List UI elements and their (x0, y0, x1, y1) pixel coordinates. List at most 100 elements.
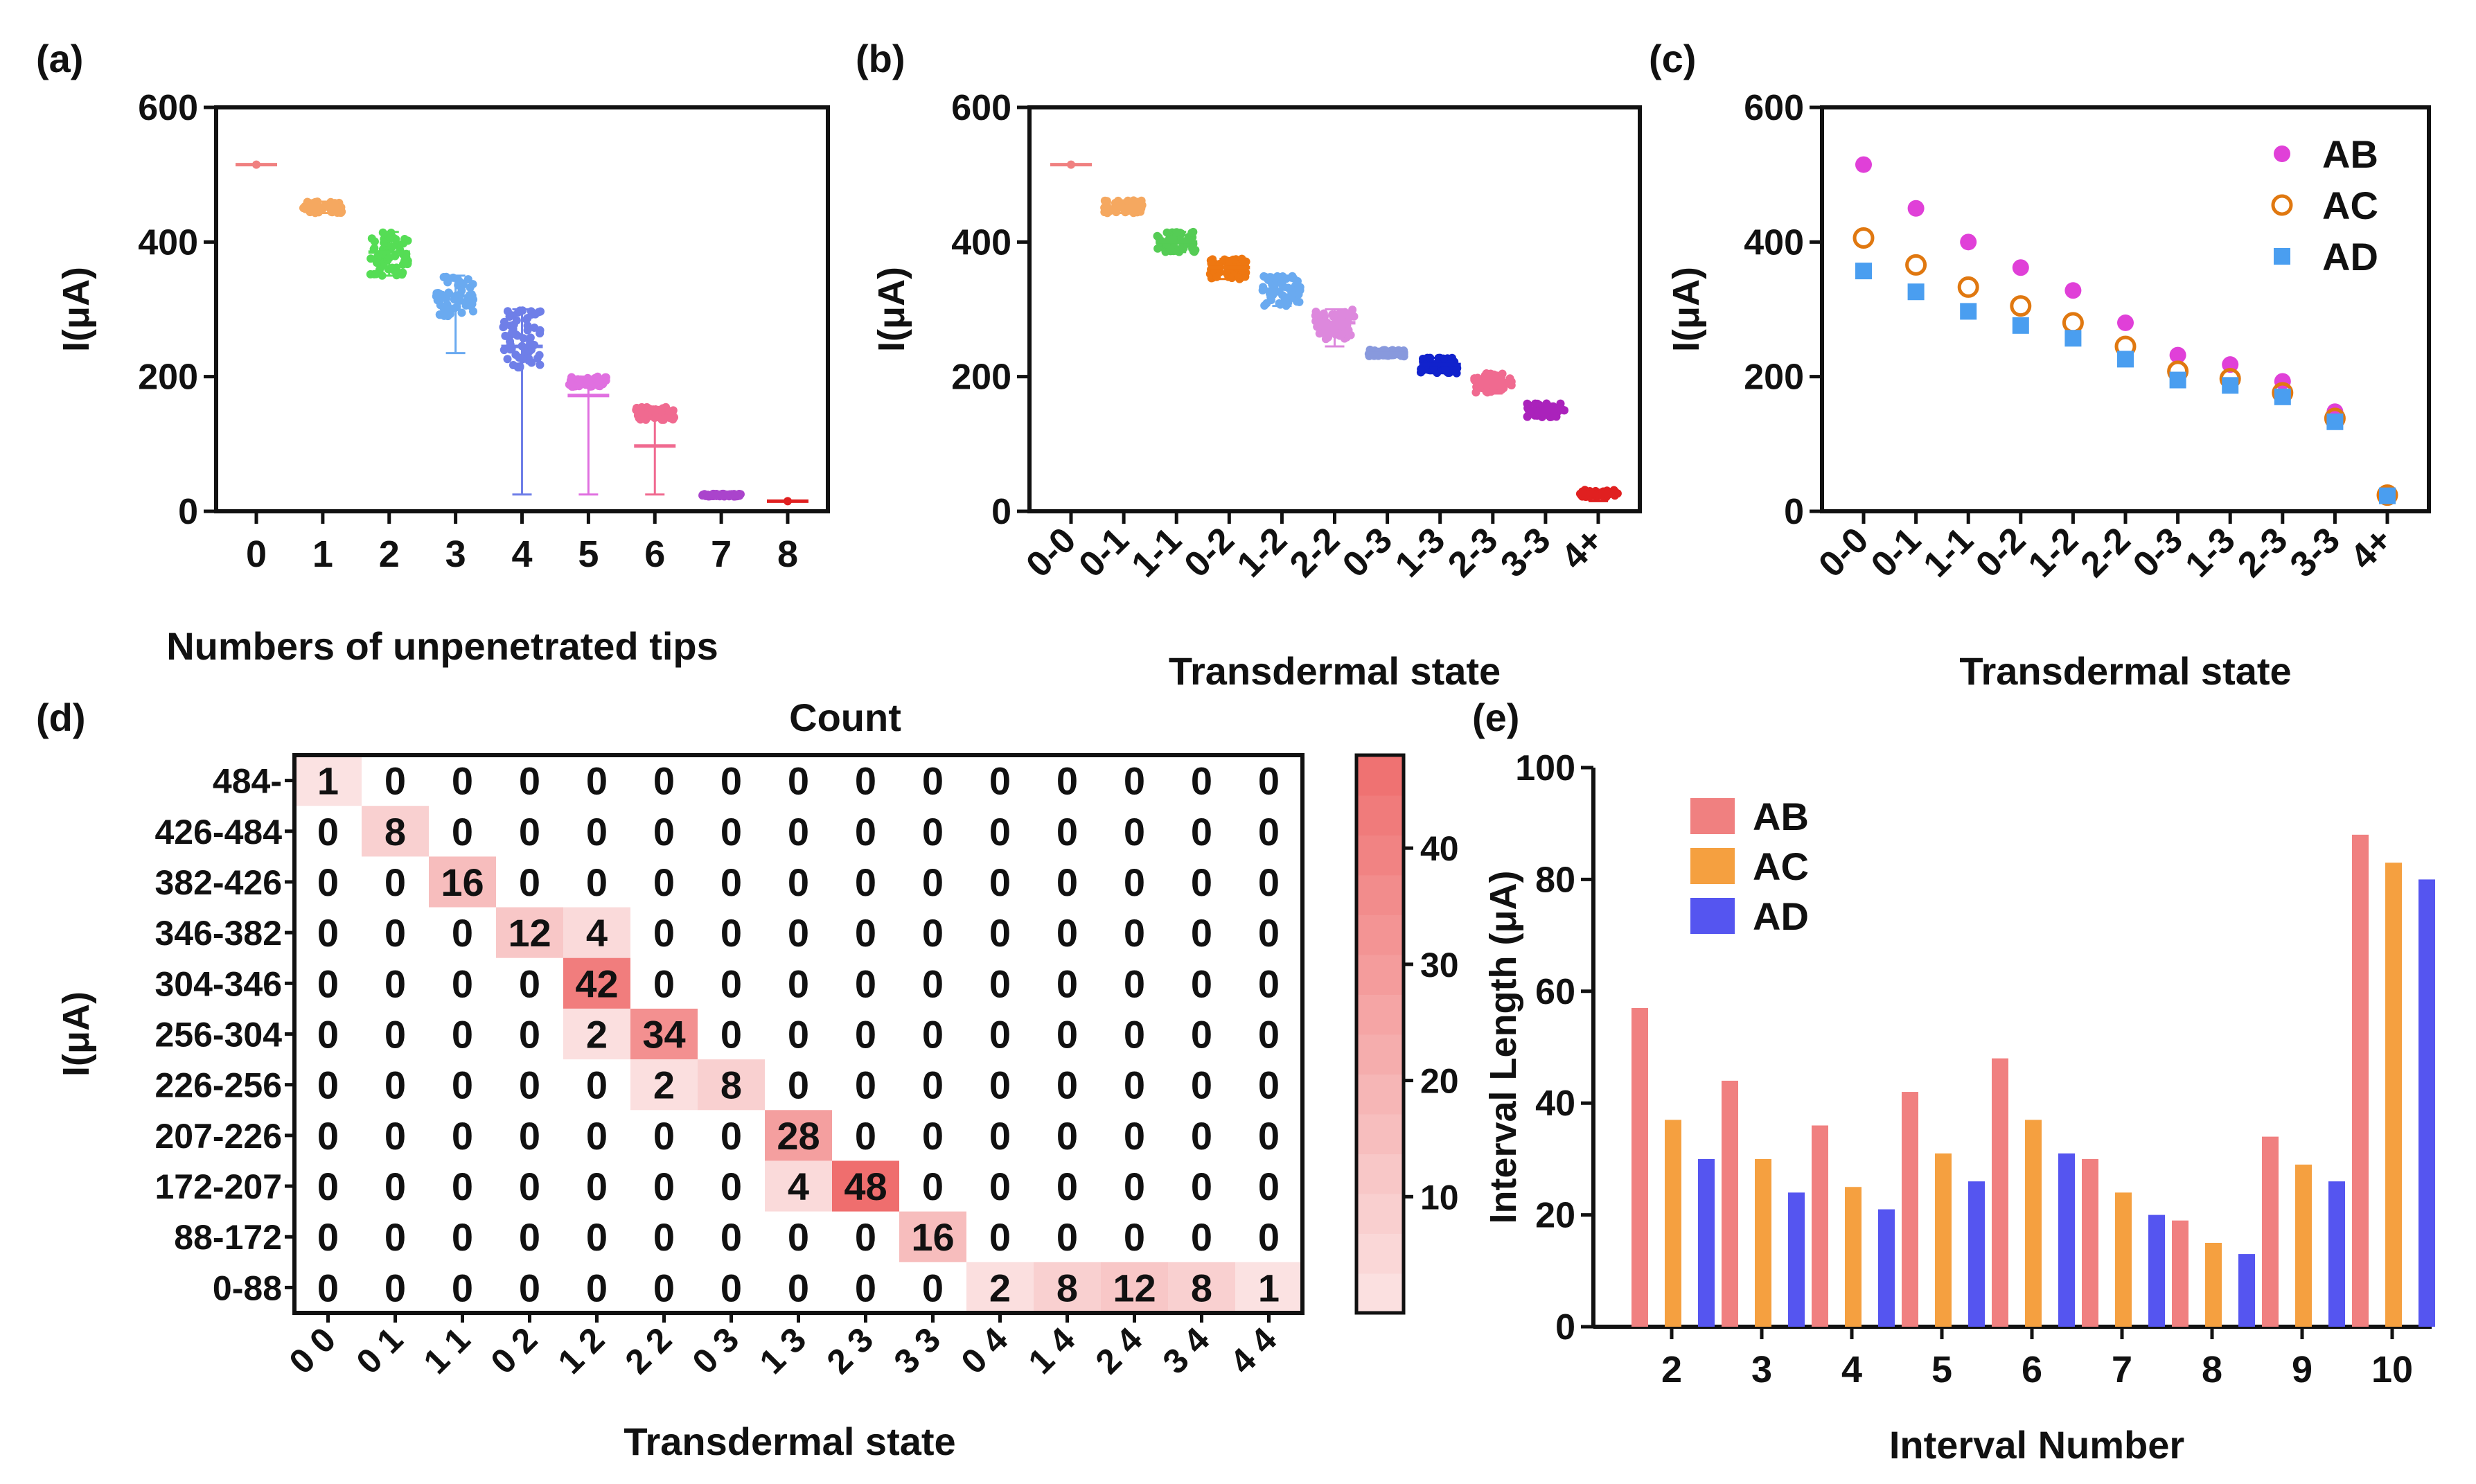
heatmap-value: 0 (922, 962, 944, 1005)
heatmap-value: 0 (989, 911, 1011, 955)
heatmap-value: 0 (720, 810, 742, 854)
marker-ab (2274, 145, 2290, 162)
data-point (1481, 373, 1490, 382)
marker-ad (1960, 303, 1977, 320)
legend-swatch (1690, 848, 1735, 884)
x-tick-label: 6 (644, 533, 665, 575)
x-tick-label: 3 4 (1156, 1320, 1217, 1381)
heatmap-cell (698, 1059, 765, 1111)
marker-ad (1907, 283, 1925, 301)
data-group-2 (366, 228, 412, 280)
data-point (521, 348, 530, 357)
heatmap-value: 0 (1258, 962, 1280, 1005)
colorbar-tick-label: 10 (1420, 1178, 1459, 1217)
data-point (1224, 257, 1233, 266)
panel-label: (b) (856, 37, 905, 80)
heatmap-value: 0 (317, 810, 339, 854)
data-point (1328, 310, 1337, 319)
heatmap-value: 0 (519, 1114, 540, 1158)
data-point (1313, 322, 1322, 331)
legend: AB AC AD (2271, 132, 2378, 279)
data-group-4 (499, 306, 545, 496)
series-AB (1855, 156, 2396, 503)
marker-ad (2379, 487, 2396, 504)
heatmap-value: 0 (317, 1013, 339, 1057)
heatmap-value: 0 (989, 1215, 1011, 1259)
data-point (1266, 289, 1275, 298)
x-tick-label: 2-3 (2230, 520, 2295, 585)
heatmap-value: 0 (989, 1013, 1011, 1057)
heatmap-value: 0 (1056, 1013, 1078, 1057)
x-tick-label: 1 2 (551, 1320, 612, 1381)
x-tick-label: 0-0 (1811, 520, 1876, 585)
y-tick-label: 207-226 (155, 1117, 283, 1156)
heatmap-value: 0 (922, 1063, 944, 1107)
bar-ad (2328, 1181, 2345, 1327)
heatmap-value: 0 (720, 759, 742, 803)
y-tick-label: 60 (1535, 972, 1575, 1012)
heatmap-value: 4 (586, 911, 608, 955)
heatmap-value: 0 (1258, 1114, 1280, 1158)
heatmap-value: 0 (384, 1165, 406, 1208)
heatmap-value: 0 (586, 1215, 608, 1259)
heatmap-cell (1101, 1262, 1168, 1313)
data-point (1321, 324, 1330, 333)
heatmap-value: 0 (1258, 1063, 1280, 1107)
y-tick-label: 172-207 (155, 1167, 283, 1206)
heatmap-value: 0 (788, 911, 809, 955)
data-point (506, 337, 515, 346)
data-group-8 (767, 497, 808, 506)
heatmap-value: 0 (586, 1114, 608, 1158)
heatmap-value: 0 (1258, 1165, 1280, 1208)
heatmap-value: 0 (922, 1013, 944, 1057)
heatmap-value: 8 (384, 810, 406, 854)
data-point (669, 406, 678, 415)
x-axis-title: Transdermal state (1959, 649, 2291, 693)
y-tick-label: 400 (1744, 222, 1804, 263)
data-point (1472, 382, 1481, 391)
heatmap-value: 0 (788, 1063, 809, 1107)
heatmap-value: 0 (586, 860, 608, 904)
heatmap-value: 0 (452, 962, 473, 1005)
heatmap-value: 0 (317, 1266, 339, 1309)
data-point (1417, 365, 1426, 374)
bar-ab (1992, 1058, 2008, 1327)
data-point (583, 377, 592, 386)
bar-ad (2238, 1254, 2255, 1327)
x-tick-label: 0-1 (1864, 520, 1929, 585)
marker-ac (2010, 295, 2032, 317)
marker-ac (1905, 254, 1927, 276)
heatmap-value: 0 (788, 1013, 809, 1057)
y-axis-title: I(μA) (1665, 267, 1707, 352)
heatmap-value: 0 (1056, 911, 1078, 955)
data-group-6 (632, 403, 679, 496)
data-point (1179, 244, 1188, 253)
x-axis-title: Transdermal state (1169, 649, 1501, 693)
x-tick-label: 1-3 (2178, 520, 2243, 585)
marker-ab (2117, 314, 2134, 331)
colorbar-step (1356, 994, 1404, 1035)
heatmap-cell (1034, 1262, 1101, 1313)
heatmap-value: 0 (720, 962, 742, 1005)
y-tick-label: 600 (951, 88, 1011, 128)
x-tick-label: 0 (246, 533, 267, 575)
heatmap-value: 0 (317, 1063, 339, 1107)
heatmap-value: 0 (788, 860, 809, 904)
heatmap-title: Count (789, 696, 901, 739)
marker-ab (2064, 282, 2082, 299)
colorbar-step (1356, 1113, 1404, 1154)
heatmap-value: 0 (1191, 1114, 1212, 1158)
data-point (518, 306, 527, 315)
x-tick-label: 1-1 (1124, 520, 1190, 585)
x-tick-label: 3 (445, 533, 466, 575)
x-tick-label: 0-3 (2125, 520, 2191, 585)
panel-label: (c) (1649, 37, 1696, 80)
data-point (1336, 330, 1345, 339)
x-axis-title: Interval Number (1889, 1423, 2184, 1467)
heatmap-value: 0 (1056, 962, 1078, 1005)
x-tick-label: 2 3 (820, 1320, 881, 1381)
data-point (456, 278, 465, 287)
y-tick-label: 88-172 (174, 1218, 282, 1257)
data-point (1348, 306, 1357, 315)
heatmap-value: 0 (452, 1165, 473, 1208)
